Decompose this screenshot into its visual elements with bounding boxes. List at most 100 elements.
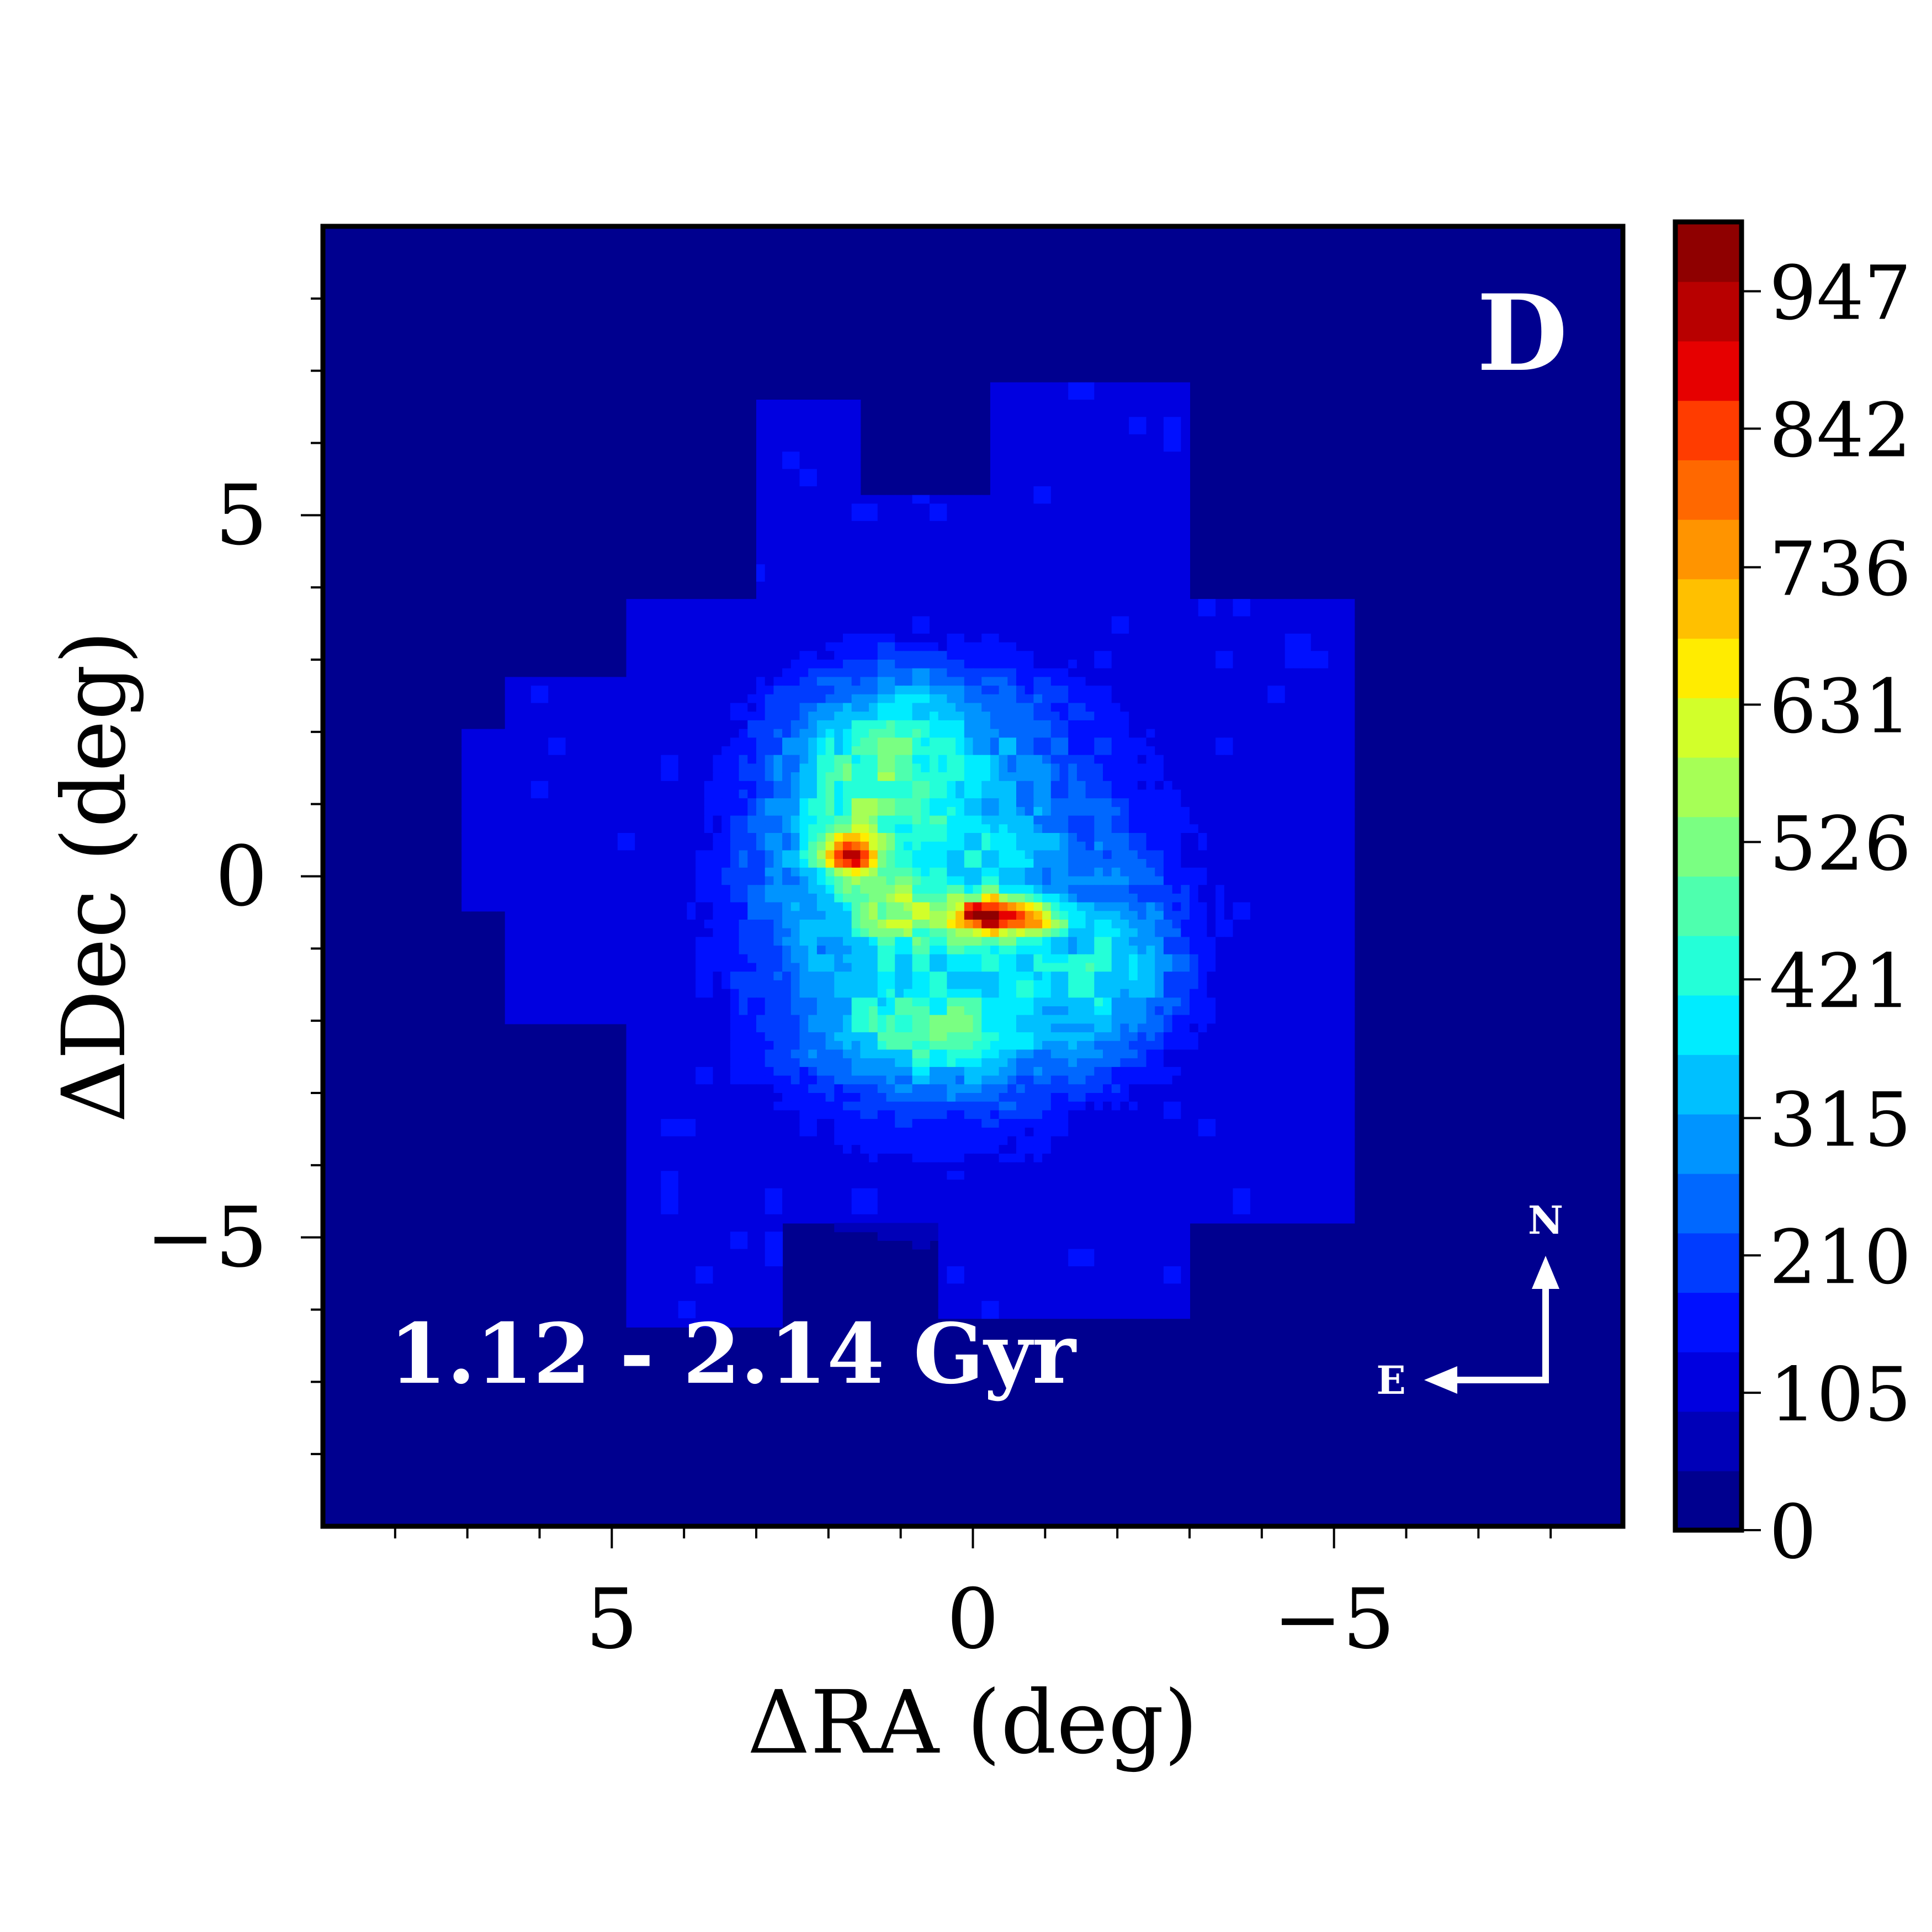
density-cell bbox=[851, 486, 861, 496]
density-cell bbox=[903, 781, 913, 790]
density-cell bbox=[696, 712, 705, 721]
density-cell bbox=[1163, 581, 1173, 591]
density-cell bbox=[678, 876, 688, 886]
density-cell bbox=[860, 946, 870, 955]
density-cell bbox=[773, 763, 783, 773]
density-cell bbox=[565, 920, 575, 929]
density-cell bbox=[869, 746, 878, 756]
density-cell bbox=[479, 893, 489, 903]
density-cell bbox=[1259, 729, 1268, 739]
density-cell bbox=[851, 902, 861, 912]
density-cell bbox=[912, 642, 922, 652]
density-cell bbox=[990, 590, 1000, 600]
density-cell bbox=[973, 867, 983, 877]
density-cell bbox=[1146, 555, 1156, 565]
density-cell bbox=[999, 391, 1009, 400]
density-cell bbox=[808, 841, 818, 851]
density-cell bbox=[825, 867, 835, 877]
density-cell bbox=[747, 668, 757, 678]
density-cell bbox=[739, 885, 749, 894]
density-cell bbox=[799, 867, 809, 877]
density-cell bbox=[1250, 668, 1260, 678]
density-cell bbox=[799, 798, 809, 808]
density-cell bbox=[1085, 911, 1095, 920]
density-cell bbox=[1302, 789, 1312, 799]
density-cell bbox=[600, 729, 610, 739]
density-cell bbox=[1146, 391, 1156, 400]
density-cell bbox=[530, 876, 540, 886]
density-cell bbox=[600, 806, 610, 816]
density-cell bbox=[1137, 694, 1147, 704]
density-cell bbox=[1216, 937, 1225, 947]
density-cell bbox=[877, 668, 887, 678]
density-cell bbox=[1216, 885, 1225, 894]
density-cell bbox=[678, 737, 688, 747]
density-cell bbox=[1137, 668, 1147, 678]
density-cell bbox=[661, 920, 670, 929]
density-cell bbox=[1172, 529, 1182, 539]
density-cell bbox=[1007, 694, 1017, 704]
density-cell bbox=[1111, 417, 1121, 427]
density-cell bbox=[670, 737, 679, 747]
density-cell bbox=[530, 885, 540, 894]
density-cell bbox=[522, 677, 532, 687]
density-cell bbox=[799, 850, 809, 860]
density-cell bbox=[1241, 928, 1251, 938]
density-cell bbox=[1120, 633, 1130, 643]
density-cell bbox=[539, 763, 549, 773]
density-cell bbox=[574, 720, 583, 730]
density-cell bbox=[1103, 798, 1112, 808]
density-cell bbox=[1302, 668, 1312, 678]
density-cell bbox=[843, 781, 852, 790]
density-cell bbox=[808, 772, 818, 782]
density-cell bbox=[1216, 651, 1225, 660]
density-cell bbox=[1216, 824, 1225, 834]
density-cell bbox=[1129, 443, 1138, 453]
density-cell bbox=[843, 417, 852, 427]
density-cell bbox=[851, 677, 861, 687]
density-cell bbox=[505, 677, 514, 687]
density-cell bbox=[869, 815, 878, 825]
density-cell bbox=[1267, 772, 1277, 782]
density-cell bbox=[964, 885, 974, 894]
density-cell bbox=[990, 625, 1000, 634]
density-cell bbox=[834, 443, 843, 453]
density-cell bbox=[1042, 859, 1052, 868]
density-cell bbox=[773, 660, 783, 669]
density-cell bbox=[1146, 633, 1156, 643]
density-cell bbox=[1293, 686, 1303, 695]
density-cell bbox=[860, 789, 870, 799]
density-cell bbox=[981, 893, 991, 903]
density-cell bbox=[1155, 469, 1164, 479]
density-cell bbox=[869, 503, 878, 513]
density-cell bbox=[1085, 885, 1095, 894]
density-cell bbox=[704, 859, 714, 868]
density-cell bbox=[1076, 521, 1086, 530]
density-cell bbox=[1050, 581, 1060, 591]
density-cell bbox=[834, 555, 843, 565]
density-cell bbox=[600, 841, 610, 851]
density-cell bbox=[678, 633, 688, 643]
density-cell bbox=[1155, 755, 1164, 765]
density-cell bbox=[1198, 885, 1208, 894]
density-cell bbox=[1016, 737, 1026, 747]
density-cell bbox=[1094, 893, 1103, 903]
density-cell bbox=[1172, 806, 1182, 816]
density-cell bbox=[816, 746, 826, 756]
density-cell bbox=[1033, 581, 1043, 591]
density-cell bbox=[600, 755, 610, 765]
density-cell bbox=[756, 495, 766, 505]
density-cell bbox=[921, 660, 930, 669]
density-cell bbox=[1155, 746, 1164, 756]
density-cell bbox=[730, 737, 740, 747]
density-cell bbox=[1259, 737, 1268, 747]
density-cell bbox=[973, 625, 983, 634]
density-cell bbox=[825, 417, 835, 427]
density-cell bbox=[808, 902, 818, 912]
density-cell bbox=[1276, 911, 1286, 920]
density-cell bbox=[1155, 581, 1164, 591]
density-cell bbox=[825, 781, 835, 790]
density-cell bbox=[730, 642, 740, 652]
density-cell bbox=[921, 902, 930, 912]
density-cell bbox=[687, 677, 697, 687]
